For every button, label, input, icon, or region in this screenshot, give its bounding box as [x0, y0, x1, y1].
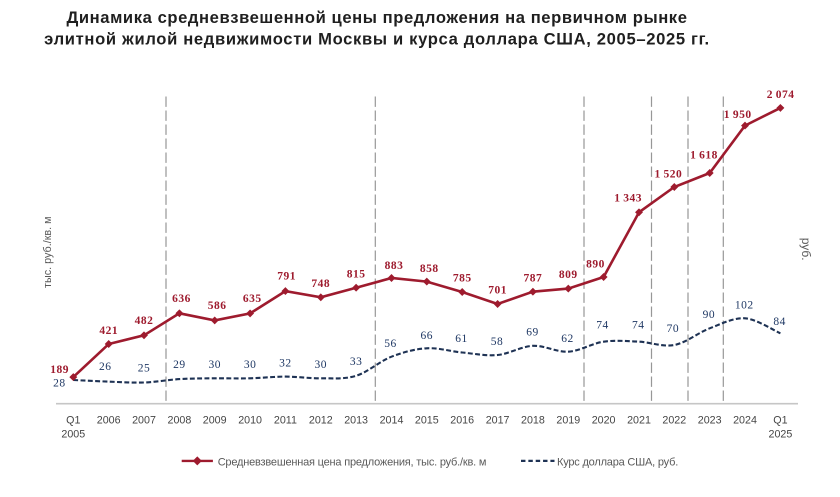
- svg-text:2023: 2023: [698, 415, 722, 427]
- svg-text:102: 102: [735, 300, 754, 312]
- svg-text:элитной жилой недвижимости Мос: элитной жилой недвижимости Москвы и курс…: [44, 30, 710, 49]
- svg-text:2019: 2019: [556, 415, 580, 427]
- svg-text:28: 28: [53, 377, 66, 389]
- svg-text:58: 58: [491, 336, 504, 348]
- svg-text:30: 30: [208, 359, 221, 371]
- svg-text:2008: 2008: [168, 415, 192, 427]
- svg-text:30: 30: [315, 359, 328, 371]
- svg-text:586: 586: [208, 300, 227, 312]
- svg-text:2025: 2025: [769, 429, 793, 441]
- svg-text:56: 56: [384, 338, 397, 350]
- svg-text:2009: 2009: [203, 415, 227, 427]
- svg-text:Q1: Q1: [773, 415, 787, 427]
- svg-text:482: 482: [135, 315, 154, 327]
- svg-text:883: 883: [385, 260, 404, 272]
- svg-text:2015: 2015: [415, 415, 439, 427]
- svg-text:62: 62: [561, 333, 574, 345]
- svg-text:787: 787: [524, 272, 543, 284]
- svg-text:тыс. руб./кв. м: тыс. руб./кв. м: [42, 216, 54, 288]
- svg-text:Динамика средневзвешенной цен: Динамика средневзвешенной цены предложен…: [66, 8, 687, 27]
- svg-text:2006: 2006: [97, 415, 121, 427]
- svg-text:61: 61: [455, 333, 468, 345]
- svg-text:2024: 2024: [733, 415, 757, 427]
- svg-text:858: 858: [420, 263, 439, 275]
- svg-text:32: 32: [279, 357, 292, 369]
- svg-text:2012: 2012: [309, 415, 333, 427]
- svg-text:74: 74: [596, 320, 609, 332]
- svg-text:791: 791: [277, 270, 296, 282]
- svg-text:421: 421: [99, 325, 118, 337]
- svg-text:2010: 2010: [238, 415, 262, 427]
- svg-text:30: 30: [244, 359, 257, 371]
- svg-text:33: 33: [350, 356, 363, 368]
- svg-text:636: 636: [172, 293, 191, 305]
- svg-text:701: 701: [488, 285, 507, 297]
- svg-text:2020: 2020: [592, 415, 616, 427]
- svg-text:748: 748: [311, 278, 330, 290]
- svg-text:90: 90: [703, 309, 716, 321]
- svg-text:809: 809: [559, 269, 578, 281]
- svg-text:2018: 2018: [521, 415, 545, 427]
- svg-text:2022: 2022: [662, 415, 686, 427]
- svg-text:26: 26: [99, 361, 112, 373]
- svg-text:2016: 2016: [450, 415, 474, 427]
- svg-text:189: 189: [50, 364, 69, 376]
- svg-text:74: 74: [632, 319, 645, 331]
- svg-text:Курс доллара США, руб.: Курс доллара США, руб.: [557, 456, 678, 468]
- svg-text:635: 635: [243, 293, 262, 305]
- svg-text:785: 785: [453, 273, 472, 285]
- svg-text:1 520: 1 520: [654, 169, 682, 181]
- svg-text:815: 815: [347, 268, 366, 280]
- svg-text:2021: 2021: [627, 415, 651, 427]
- svg-text:1 343: 1 343: [614, 192, 642, 204]
- svg-text:890: 890: [586, 259, 605, 271]
- svg-text:25: 25: [138, 363, 151, 375]
- svg-text:2011: 2011: [274, 415, 297, 427]
- svg-text:66: 66: [421, 330, 434, 342]
- svg-text:2014: 2014: [380, 415, 404, 427]
- svg-text:2007: 2007: [132, 415, 156, 427]
- svg-text:69: 69: [526, 327, 539, 339]
- svg-text:2 074: 2 074: [767, 89, 795, 101]
- svg-text:2005: 2005: [61, 429, 85, 441]
- svg-text:70: 70: [667, 323, 680, 335]
- svg-text:29: 29: [173, 359, 186, 371]
- svg-text:84: 84: [773, 316, 786, 328]
- svg-text:руб.: руб.: [799, 238, 813, 261]
- svg-text:Q1: Q1: [66, 415, 80, 427]
- svg-text:Средневзвешенная цена предложе: Средневзвешенная цена предложения, тыс. …: [218, 456, 487, 468]
- svg-text:1 950: 1 950: [724, 109, 752, 121]
- svg-text:2017: 2017: [486, 415, 510, 427]
- svg-text:2013: 2013: [344, 415, 368, 427]
- svg-text:1 618: 1 618: [690, 150, 718, 162]
